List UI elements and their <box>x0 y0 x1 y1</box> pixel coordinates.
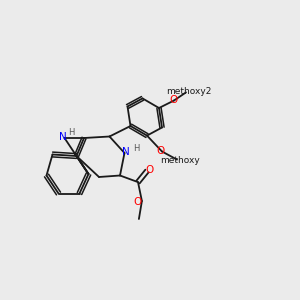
Text: H: H <box>133 144 139 153</box>
Text: H: H <box>68 128 74 137</box>
Text: methoxy2: methoxy2 <box>166 87 212 96</box>
Text: methoxy: methoxy <box>160 156 200 165</box>
Text: O: O <box>146 165 154 175</box>
Text: O: O <box>169 94 177 105</box>
Text: N: N <box>122 147 130 157</box>
Text: O: O <box>134 197 142 207</box>
Text: O: O <box>157 146 165 156</box>
Text: N: N <box>59 131 67 142</box>
